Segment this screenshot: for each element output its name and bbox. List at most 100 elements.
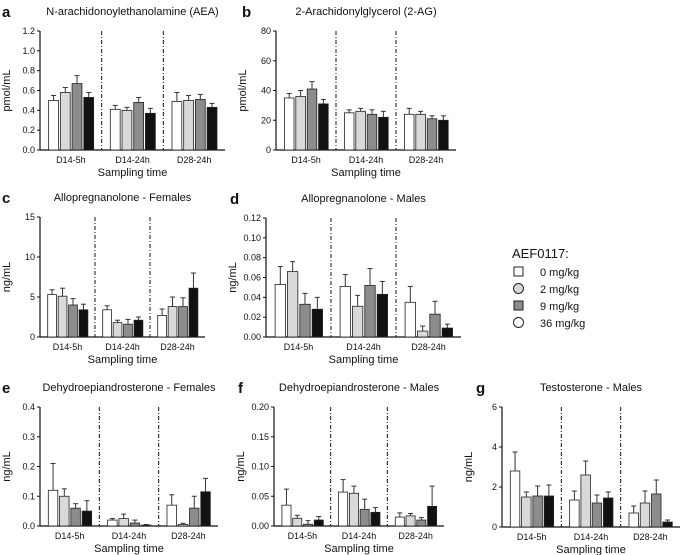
panel-title: Allopregnanolone - Females: [54, 192, 192, 204]
y-tick-label: 0.8: [22, 66, 35, 76]
bar-2-mg-kg: [417, 330, 429, 338]
y-tick-label: 4: [492, 442, 497, 452]
y-tick-label: 0.4: [22, 402, 35, 412]
bar-0-mg-kg: [171, 101, 183, 151]
y-tick-label: 15: [25, 212, 35, 222]
y-tick-label: 0.4: [22, 105, 35, 115]
y-tick-label: 0.12: [243, 213, 261, 223]
x-axis-label: Sampling time: [324, 543, 394, 555]
bar-2-mg-kg: [580, 474, 591, 528]
x-tick-label: D28-24h: [171, 531, 206, 541]
bar-9-mg-kg: [651, 493, 662, 528]
panel-letter: g: [476, 380, 485, 397]
y-tick-label: 0: [492, 522, 497, 532]
bar-2-mg-kg: [415, 113, 426, 151]
bar-2-mg-kg: [112, 322, 123, 338]
legend-title: AEF0117:: [512, 246, 569, 261]
panel-title: 2-Arachidonylglycerol (2-AG): [295, 6, 436, 18]
panel-title: Dehydroepiandrosterone - Females: [42, 382, 216, 394]
bar-9-mg-kg: [178, 306, 188, 338]
legend-item: 9 mg/kg: [513, 300, 579, 313]
bar-0-mg-kg: [47, 489, 59, 527]
x-axis-label: Sampling time: [329, 354, 399, 366]
bar-2-mg-kg: [405, 515, 416, 527]
y-axis-label: ng/mL: [463, 452, 475, 483]
panel-letter: f: [238, 380, 244, 397]
bar-0-mg-kg: [343, 112, 355, 151]
legend-label: 36 mg/kg: [540, 318, 585, 330]
x-tick-label: D14-5h: [517, 532, 547, 542]
bar-36-mg-kg: [145, 112, 156, 151]
bar-0-mg-kg: [281, 504, 292, 527]
panel-letter: d: [230, 191, 239, 208]
y-tick-label: 5: [30, 292, 35, 302]
bar-9-mg-kg: [306, 88, 318, 151]
y-tick-label: 10: [25, 252, 35, 262]
x-tick-label: D14-5h: [56, 155, 86, 165]
y-tick-label: 0.08: [243, 253, 261, 263]
y-tick-label: 60: [261, 56, 271, 66]
bar-9-mg-kg: [123, 323, 133, 338]
bar-0-mg-kg: [102, 309, 112, 338]
bar-9-mg-kg: [364, 285, 376, 338]
bar-0-mg-kg: [47, 294, 57, 338]
y-axis-label: pmol/mL: [1, 69, 13, 111]
panel-letter: c: [2, 190, 10, 207]
y-tick-label: 0.6: [22, 86, 35, 96]
x-tick-label: D14-5h: [55, 531, 85, 541]
bar-0-mg-kg: [628, 512, 639, 528]
bar-9-mg-kg: [366, 113, 378, 151]
panel-c: c Allopregnanolone - Females ng/mL Sampling…: [1, 190, 205, 366]
panel-title: N-arachidonoylethanolamine (AEA): [46, 6, 218, 18]
panel-letter: b: [242, 4, 251, 21]
bar-9-mg-kg: [532, 495, 543, 528]
bar-2-mg-kg: [287, 271, 299, 338]
bar-36-mg-kg: [188, 287, 199, 338]
bar-0-mg-kg: [404, 301, 416, 338]
panel-title: Dehydroepiandrosterone - Males: [279, 382, 440, 394]
square-marker-icon: [513, 300, 524, 311]
x-tick-label: D14-5h: [291, 155, 321, 165]
x-axis-label: Sampling time: [331, 167, 401, 179]
bar-9-mg-kg: [189, 507, 200, 527]
y-axis-label: ng/mL: [235, 451, 247, 482]
bar-2-mg-kg: [59, 92, 71, 151]
bar-36-mg-kg: [427, 505, 438, 527]
bar-36-mg-kg: [370, 511, 381, 527]
bar-2-mg-kg: [183, 100, 194, 151]
panel-letter: e: [2, 380, 10, 397]
bar-0-mg-kg: [157, 314, 167, 338]
panel-title: Testosterone - Males: [540, 382, 643, 394]
bar-2-mg-kg: [57, 295, 68, 338]
panel-f: f Dehydroepiandrosterone - Males ng/mL Samp…: [235, 380, 444, 555]
bar-2-mg-kg: [59, 495, 70, 527]
x-tick-label: D28-24h: [409, 155, 444, 165]
bar-36-mg-kg: [376, 293, 388, 338]
y-tick-label: 80: [261, 26, 271, 36]
y-tick-label: 0.20: [251, 402, 269, 412]
bar-2-mg-kg: [295, 96, 306, 151]
bar-2-mg-kg: [121, 109, 133, 151]
legend-label: 0 mg/kg: [540, 267, 579, 279]
bar-0-mg-kg: [394, 516, 405, 527]
bar-9-mg-kg: [70, 507, 81, 527]
bar-2-mg-kg: [521, 496, 532, 528]
x-tick-label: D14-24h: [342, 531, 377, 541]
bar-9-mg-kg: [71, 83, 83, 151]
y-axis-label: ng/mL: [1, 262, 13, 293]
panel-e: e Dehydroepiandrosterone - Females ng/mL Sa…: [1, 380, 218, 555]
bar-0-mg-kg: [48, 100, 59, 151]
x-tick-label: D14-5h: [288, 531, 318, 541]
panel-a: a N-arachidonoylethanolamine (AEA) pmol/mL…: [1, 4, 225, 179]
bar-36-mg-kg: [206, 106, 218, 151]
bar-2-mg-kg: [167, 306, 178, 338]
legend: AEF0117: 0 mg/kg 2 mg/kg 9 mg/kg 36 mg/kg: [512, 246, 585, 330]
bar-9-mg-kg: [429, 313, 441, 338]
bar-9-mg-kg: [426, 118, 438, 151]
panel-letter: a: [2, 4, 11, 21]
y-tick-label: 0: [30, 332, 35, 342]
bar-36-mg-kg: [543, 495, 555, 528]
x-axis-label: Sampling time: [88, 354, 158, 366]
panel-d: d Allopregnanolone - Males ng/mL Sampling t…: [227, 191, 461, 366]
